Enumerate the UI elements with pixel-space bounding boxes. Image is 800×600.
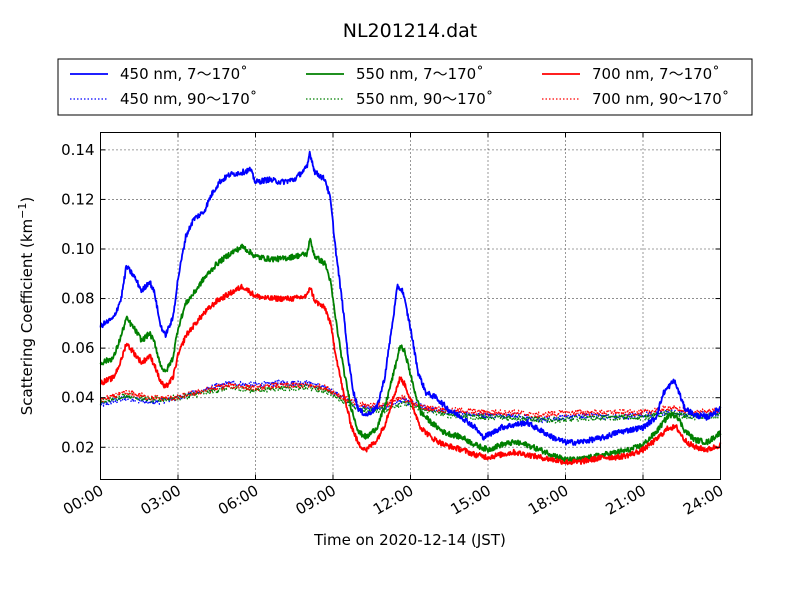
y-tick-label: 0.10 [61,240,94,258]
x-tick-label: 12:00 [370,481,416,518]
x-tick-label: 00:00 [60,481,106,518]
series-line-550-nm-7-170 [99,237,722,463]
x-axis-label: Time on 2020-12-14 (JST) [313,531,506,549]
x-tick-label: 24:00 [680,481,726,518]
y-axis-label-end: ) [18,197,36,203]
y-tick-label: 0.02 [61,438,94,456]
legend-label: 450 nm, 7～170˚ [120,65,248,83]
y-tick-label: 0.06 [61,339,94,357]
series-line-450-nm-7-170 [99,150,722,446]
legend-label: 700 nm, 7～170˚ [592,65,720,83]
series-line-550-nm-90-170 [99,384,722,424]
y-axis-label-exponent: −1 [16,203,29,219]
series-line-450-nm-90-170 [99,379,722,424]
legend: 450 nm, 7～170˚ 450 nm, 90～170˚ 550 nm, 7～1… [57,58,753,116]
legend-box [57,58,753,116]
series-line-700-nm-7-170 [99,283,722,466]
y-tick-label: 0.08 [61,290,94,308]
legend-label: 550 nm, 90～170˚ [356,90,493,108]
y-axis-label-main: Scattering Coefficient (km [18,219,36,415]
x-tick-label: 06:00 [215,481,261,518]
x-tick-label: 09:00 [293,481,339,518]
y-tick-label: 0.14 [61,141,94,159]
legend-label: 550 nm, 7～170˚ [356,65,484,83]
y-axis-label: Scattering Coefficient (km−1) [16,197,36,416]
y-tick-label: 0.04 [61,389,94,407]
x-tick-label: 21:00 [603,481,649,518]
y-tick-label: 0.12 [61,190,94,208]
chart-title: NL201214.dat [343,20,478,42]
legend-label: 700 nm, 90～170˚ [592,90,729,108]
x-tick-label: 15:00 [448,481,494,518]
legend-label: 450 nm, 90～170˚ [120,90,257,108]
x-tick-label: 03:00 [138,481,184,518]
x-tick-label: 18:00 [525,481,571,518]
